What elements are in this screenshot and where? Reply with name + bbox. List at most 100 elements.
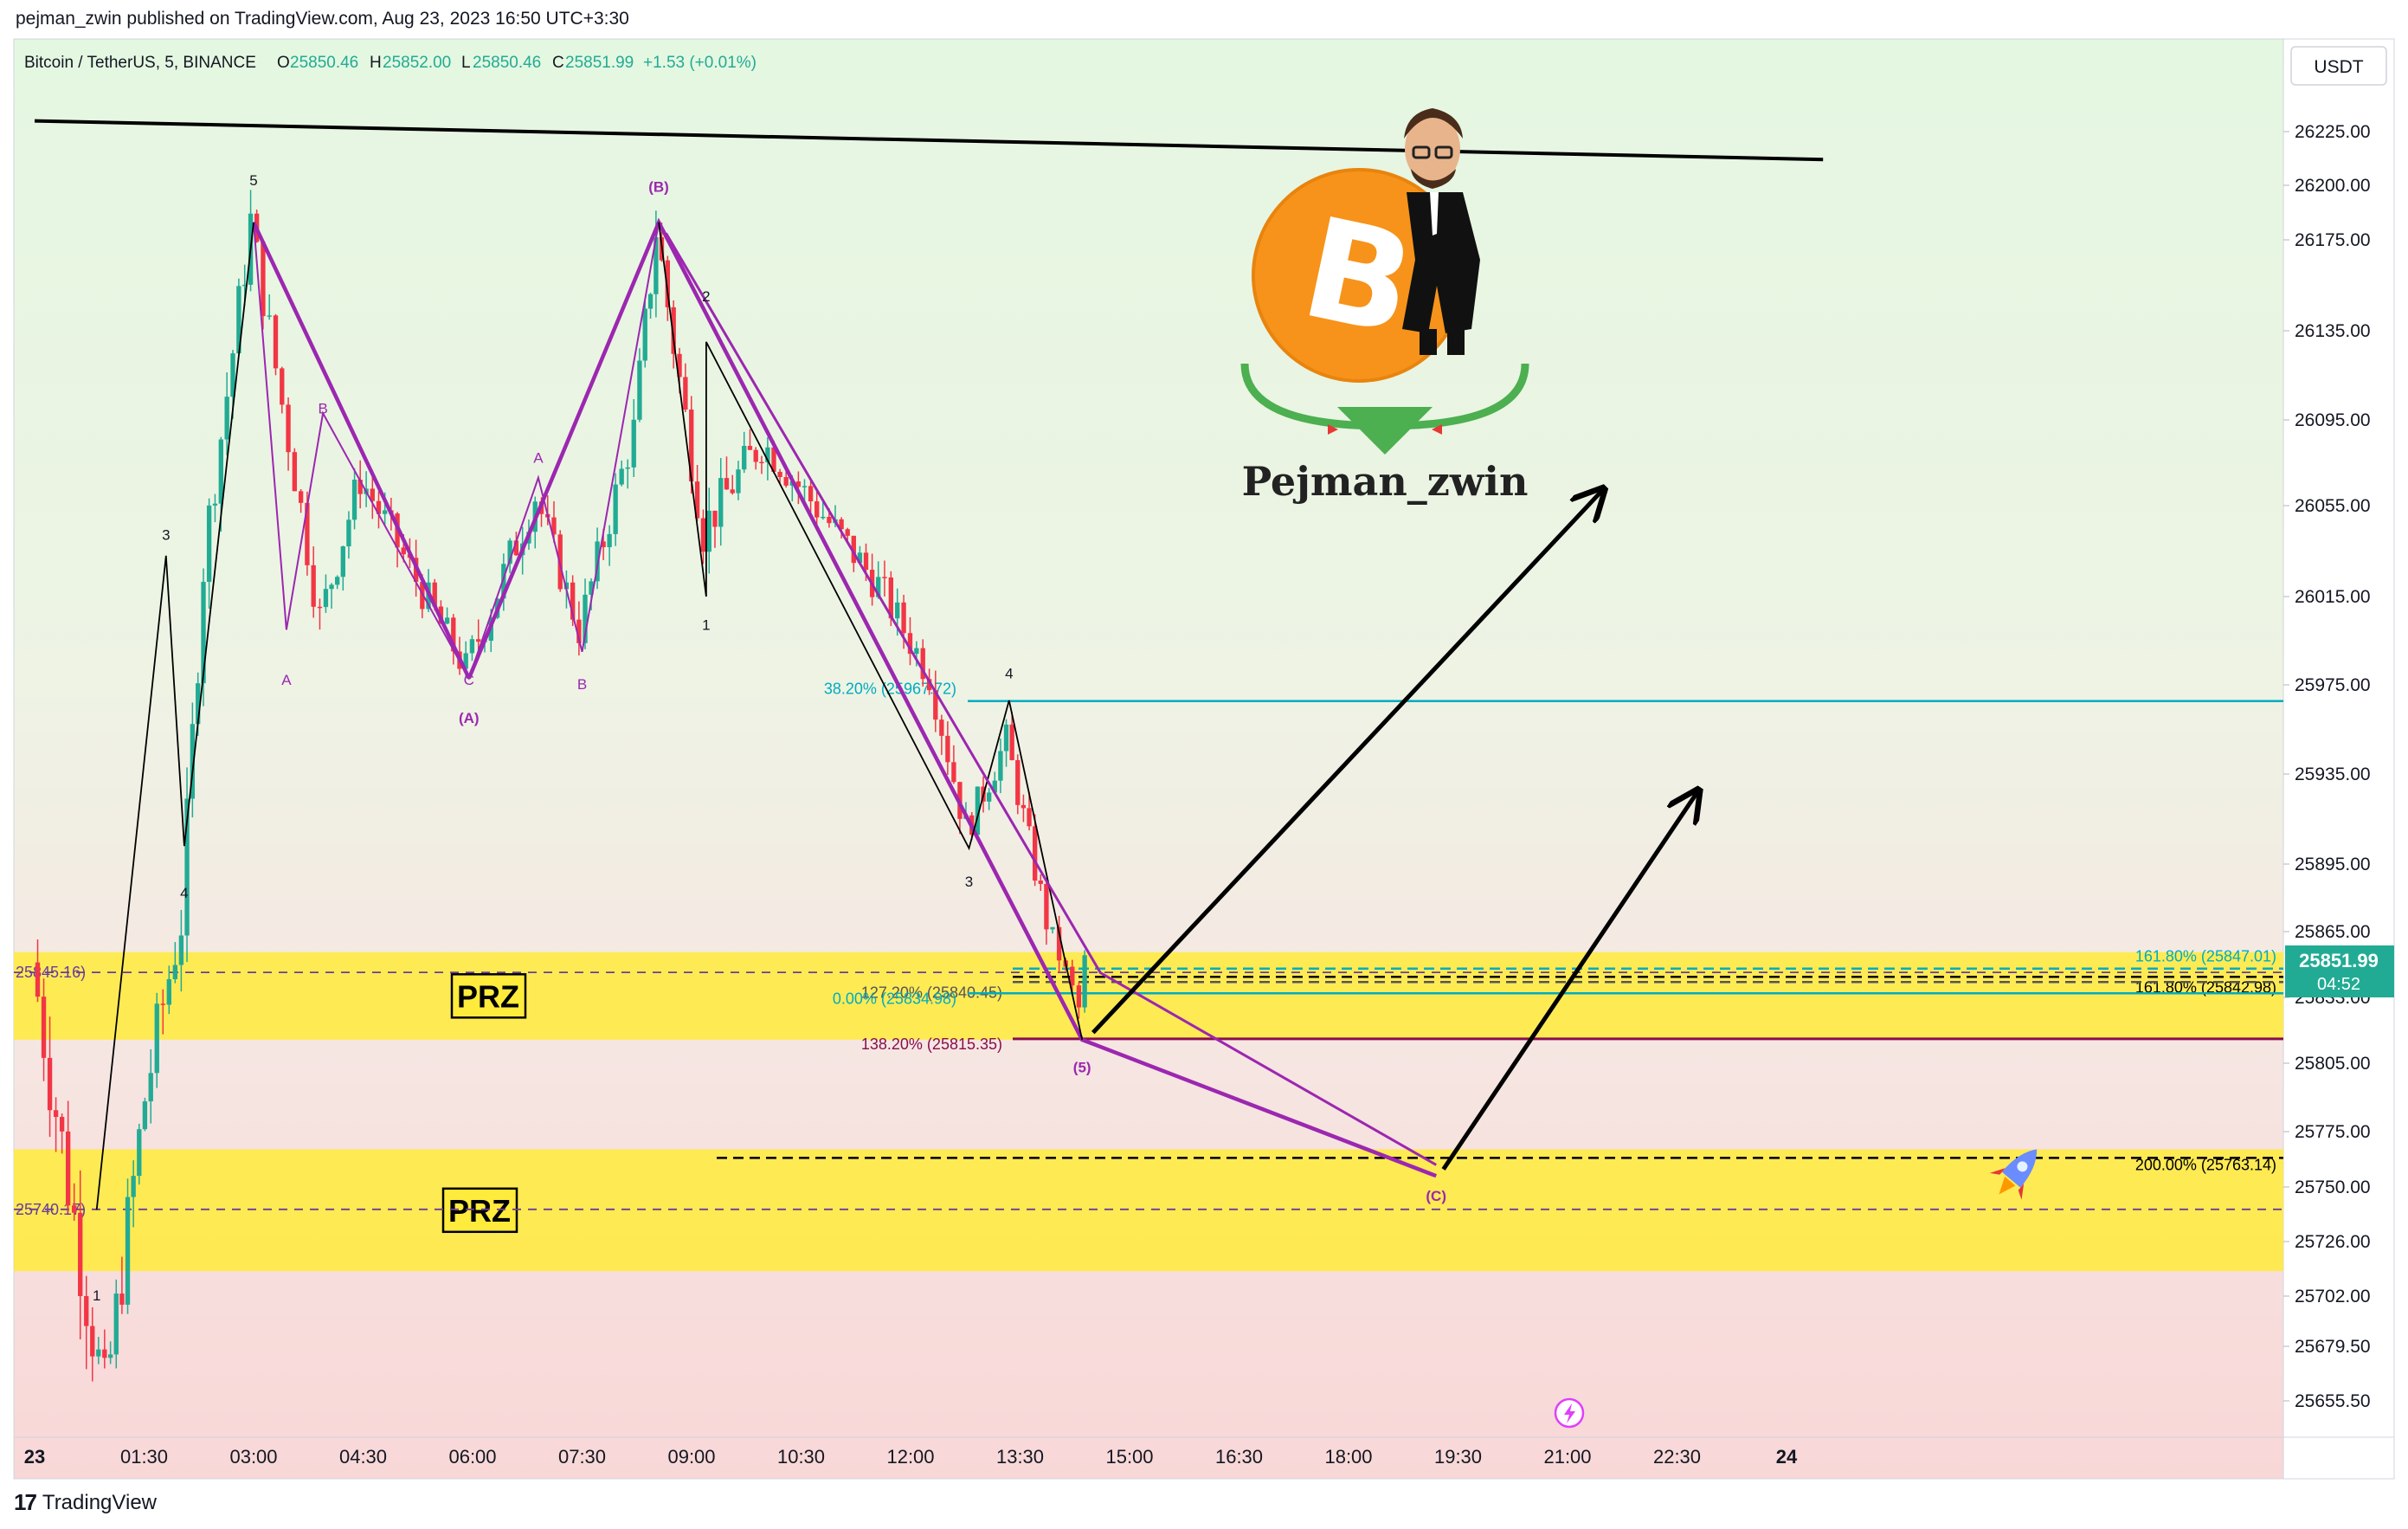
candle-body	[196, 683, 201, 725]
candle-body	[914, 648, 919, 655]
resistance-trendline	[34, 119, 1824, 162]
candle-body	[131, 1176, 136, 1197]
candle-body	[1003, 724, 1009, 752]
high-label: H	[370, 54, 382, 72]
candle-body	[469, 639, 475, 654]
candle-body	[857, 552, 863, 564]
symbol-title[interactable]: Bitcoin / TetherUS, 5, BINANCE	[24, 54, 256, 72]
candle-body	[323, 589, 329, 608]
candle-body	[821, 516, 826, 519]
candle-body	[305, 502, 310, 565]
candle-body	[230, 353, 235, 397]
tradingview-logo-icon: 17	[14, 1489, 37, 1515]
event-lightning-icon[interactable]	[1554, 1397, 1585, 1429]
price-tick-label: 25865.00	[2295, 922, 2371, 942]
wave-label: A	[281, 672, 292, 688]
candle-body	[888, 577, 894, 619]
candle-body	[712, 510, 718, 527]
candle-body	[802, 486, 808, 487]
abc-pattern-leg	[251, 221, 471, 680]
candle-body	[642, 308, 647, 361]
candle-body	[267, 315, 272, 317]
low-label: L	[461, 54, 471, 72]
prz-zone	[14, 1149, 2283, 1272]
wave-label: (A)	[459, 710, 480, 726]
candle-body	[236, 286, 241, 354]
candle-body	[1021, 804, 1027, 809]
candle-body	[718, 478, 724, 527]
candle-body	[777, 471, 782, 478]
candle-body	[370, 488, 375, 501]
reference-price-label: 25845.16)	[16, 964, 86, 981]
candle-body	[677, 353, 682, 377]
abc-pattern-leg	[467, 217, 1438, 1178]
candle-body	[992, 780, 997, 793]
candle-body	[926, 679, 932, 691]
candle-body	[1015, 759, 1021, 805]
candle-body	[261, 242, 266, 317]
candle-body	[895, 602, 900, 619]
price-tick-label: 25679.50	[2295, 1337, 2371, 1357]
wave-label: (B)	[648, 179, 669, 196]
candle-body	[654, 237, 659, 294]
wave-label: C	[464, 672, 474, 688]
candle-body	[357, 479, 363, 494]
candle-body	[201, 582, 206, 684]
impulse-wave-line	[95, 222, 254, 1210]
candle-body	[212, 503, 218, 506]
time-axis[interactable]: 23 01:30 03:00 04:30 06:00 07:30 09:00 10:30 12:…	[24, 1446, 1798, 1468]
time-tick-label: 15:00	[1105, 1446, 1153, 1468]
candle-body	[933, 690, 938, 720]
time-tick-label: 18:00	[1324, 1446, 1372, 1468]
candle-body	[160, 1003, 165, 1005]
candle-body	[513, 540, 519, 556]
candle-body	[747, 446, 753, 450]
candle-body	[1082, 955, 1087, 1008]
candle-body	[340, 546, 345, 577]
candle-body	[882, 577, 887, 578]
price-tick-label: 25935.00	[2295, 764, 2371, 784]
prz-zones: PRZ PRZ	[14, 952, 2283, 1272]
price-tick-label: 25702.00	[2295, 1287, 2371, 1306]
currency-button[interactable]: USDT	[2290, 46, 2387, 86]
time-tick-label: 07:30	[558, 1446, 606, 1468]
candle-body	[998, 751, 1003, 781]
time-tick-label: 03:00	[229, 1446, 277, 1468]
open-value: 25850.46	[290, 54, 358, 72]
candle-body	[113, 1294, 119, 1355]
price-tick-label: 25775.00	[2295, 1122, 2371, 1142]
candle-body	[671, 306, 676, 354]
candle-body	[166, 978, 171, 1005]
price-axis[interactable]: 26225.00 26200.00 26175.00 26135.00 26095.00…	[2283, 122, 2371, 1411]
wave-label: 2	[702, 288, 710, 305]
price-tick-label: 26175.00	[2295, 230, 2371, 250]
candle-body	[607, 533, 612, 548]
wave-label: 5	[249, 172, 257, 189]
wave-label: 1	[702, 616, 710, 633]
time-tick-label: 09:00	[667, 1446, 715, 1468]
candle-body	[742, 446, 747, 470]
candle-body	[273, 315, 279, 369]
tradingview-logo[interactable]: 17 TradingView	[14, 1489, 157, 1516]
time-tick-label: 24	[1776, 1446, 1798, 1468]
time-tick-label: 16:30	[1215, 1446, 1263, 1468]
candle-body	[501, 564, 506, 599]
candle-body	[700, 518, 706, 552]
candle-body	[317, 606, 323, 609]
candle-body	[1050, 926, 1055, 930]
candle-body	[125, 1197, 131, 1305]
open-label: O	[277, 54, 290, 72]
candle-body	[975, 786, 981, 835]
time-tick-label: 21:00	[1543, 1446, 1591, 1468]
candle-body	[376, 500, 382, 514]
price-tick-label: 25655.50	[2295, 1391, 2371, 1411]
fib-level-label: 138.20% (25815.35)	[861, 1035, 1002, 1053]
candle-body	[329, 584, 334, 590]
high-value: 25852.00	[383, 54, 451, 72]
candle-body	[863, 552, 869, 571]
candle-body	[951, 762, 956, 783]
candle-body	[563, 582, 570, 590]
channel-line	[665, 232, 1437, 1166]
candle-body	[1076, 985, 1082, 1008]
